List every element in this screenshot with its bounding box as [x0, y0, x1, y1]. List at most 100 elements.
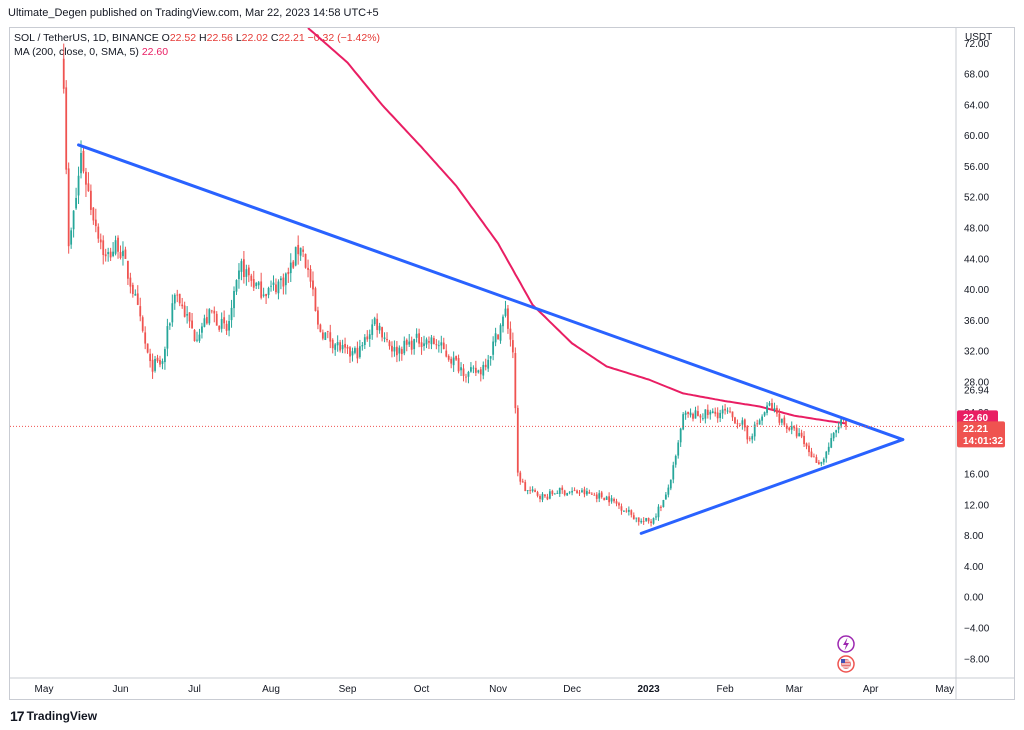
candle-body — [714, 411, 717, 414]
x-tick-label: 2023 — [637, 684, 660, 695]
candle-body — [67, 168, 70, 247]
candle-body — [139, 306, 142, 317]
countdown-text: 14:01:32 — [963, 436, 1003, 447]
last-price-tag-text: 22.21 — [963, 424, 988, 435]
candle-body — [213, 310, 216, 314]
candle-body — [188, 312, 191, 322]
symbol-label[interactable]: SOL / TetherUS, 1D, BINANCE — [14, 32, 159, 44]
candle-body — [255, 283, 258, 287]
us-economic-event-flag-icon[interactable] — [837, 655, 855, 673]
ma-label[interactable]: MA (200, close, 0, SMA, 5) — [14, 46, 139, 58]
candle-body — [477, 370, 480, 373]
candle-body — [546, 496, 549, 500]
x-tick-label: Sep — [339, 684, 357, 695]
candle-body — [630, 510, 633, 515]
candle-body — [203, 318, 206, 327]
candle-body — [245, 269, 248, 277]
candle-body — [731, 411, 734, 418]
candle-body — [514, 353, 517, 409]
candle-body — [455, 356, 458, 360]
support-trendline[interactable] — [639, 438, 905, 535]
candle-body — [302, 249, 305, 252]
candle-body — [428, 341, 430, 343]
candle-body — [583, 489, 586, 495]
candle-body — [820, 461, 823, 464]
chart-frame — [9, 27, 1015, 700]
candle-body — [516, 407, 519, 473]
x-tick-label: Jul — [188, 684, 201, 695]
candle-body — [581, 490, 583, 493]
candle-body — [410, 340, 413, 350]
candle-body — [386, 338, 388, 341]
candle-body — [657, 506, 660, 518]
candle-body — [215, 313, 218, 326]
candle-body — [832, 432, 835, 439]
candle-body — [425, 339, 428, 345]
candle-body — [265, 293, 267, 297]
candle-body — [262, 294, 265, 296]
candle-body — [230, 307, 233, 321]
candle-body — [85, 171, 87, 185]
candle-body — [198, 334, 201, 341]
candle-body — [650, 521, 652, 523]
candle-body — [272, 282, 275, 285]
candle-body — [768, 403, 771, 406]
candle-body — [615, 501, 618, 504]
footer-brand: 17 TradingView — [10, 708, 97, 724]
candle-body — [724, 408, 726, 411]
low-label: L — [235, 32, 242, 44]
candle-body — [741, 420, 744, 425]
x-tick-label: Aug — [262, 684, 280, 695]
candle-body — [361, 345, 364, 347]
candle-body — [502, 316, 504, 327]
candle-body — [756, 423, 759, 425]
y-tick-label: 56.00 — [964, 162, 989, 173]
candle-body — [275, 284, 277, 293]
change-value: −0.32 (−1.42%) — [307, 32, 381, 44]
candle-body — [122, 250, 124, 257]
candle-body — [711, 411, 714, 414]
candle-body — [247, 267, 250, 276]
candle-body — [479, 369, 482, 375]
candle-body — [645, 518, 648, 521]
resistance-trendline[interactable] — [77, 143, 905, 442]
candle-body — [415, 333, 418, 338]
candle-body — [529, 490, 532, 491]
candle-body — [154, 359, 156, 371]
candle-body — [166, 326, 169, 349]
candle-body — [803, 435, 805, 445]
high-label: H — [199, 32, 207, 44]
candle-body — [719, 412, 722, 419]
candle-body — [748, 438, 751, 440]
candle-body — [205, 317, 208, 324]
x-tick-label: May — [35, 684, 54, 695]
candle-body — [89, 190, 92, 210]
candle-body — [129, 277, 132, 287]
candle-body — [280, 278, 282, 281]
candle-body — [655, 516, 657, 518]
candle-body — [250, 275, 253, 281]
candle-body — [171, 303, 174, 323]
candle-body — [173, 294, 176, 304]
candle-body — [408, 341, 411, 345]
y-tick-label: 48.00 — [964, 224, 989, 235]
candle-body — [780, 418, 783, 423]
low-value: 22.02 — [241, 32, 268, 44]
candle-body — [662, 500, 665, 508]
candle-body — [701, 418, 704, 419]
candle-body — [588, 491, 591, 494]
candle-body — [191, 320, 193, 329]
candle-body — [366, 336, 369, 340]
symbol-legend-row: SOL / TetherUS, 1D, BINANCE O22.52 H22.5… — [14, 31, 380, 45]
candle-body — [324, 332, 327, 341]
candle-body — [336, 342, 339, 346]
event-lightning-icon[interactable] — [837, 635, 855, 653]
candle-body — [400, 349, 403, 355]
candle-body — [223, 317, 226, 324]
candle-body — [647, 518, 650, 522]
candle-body — [161, 361, 164, 364]
candle-body — [440, 342, 443, 346]
candle-body — [75, 197, 77, 209]
y-tick-label: 44.00 — [964, 254, 989, 265]
